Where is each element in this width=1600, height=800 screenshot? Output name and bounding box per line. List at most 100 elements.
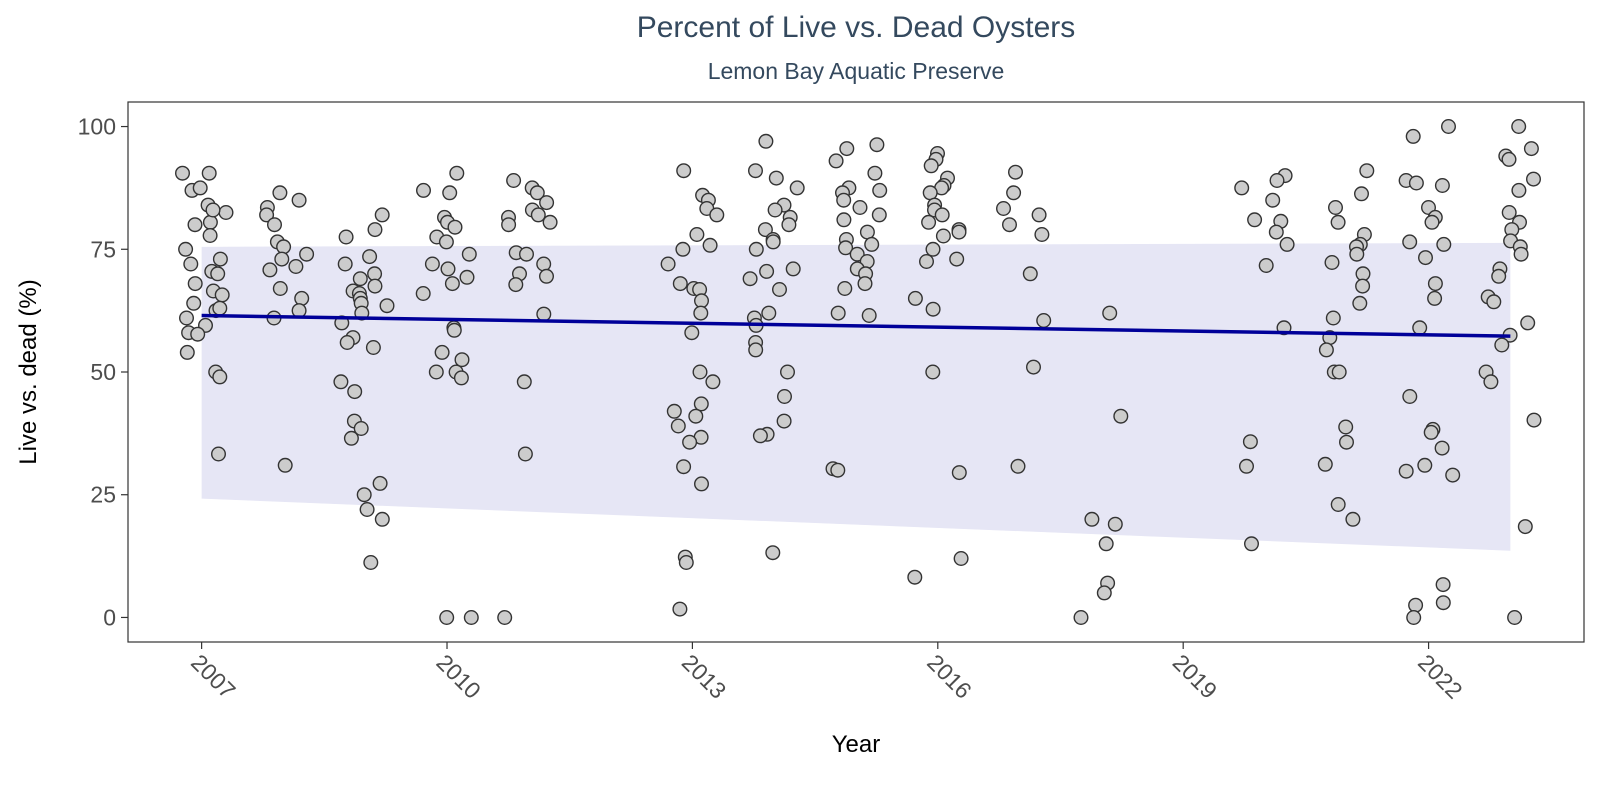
data-point	[353, 421, 369, 437]
data-point	[362, 249, 378, 265]
data-point	[1517, 519, 1533, 535]
data-point	[765, 234, 781, 250]
data-point	[272, 185, 288, 201]
data-point	[1427, 290, 1443, 306]
data-point	[921, 214, 937, 230]
confidence-ribbon-group	[201, 242, 1511, 551]
data-point	[1318, 342, 1334, 358]
data-point	[218, 204, 234, 220]
x-tick-label: 2019	[1168, 649, 1223, 704]
data-point	[676, 459, 692, 475]
data-point	[367, 278, 383, 294]
x-tick-label: 2016	[922, 649, 977, 704]
data-point	[953, 551, 969, 567]
data-point	[678, 555, 694, 571]
data-point	[777, 389, 793, 405]
data-point	[1486, 294, 1502, 310]
data-point	[768, 170, 784, 186]
data-point	[519, 246, 535, 262]
data-point	[693, 396, 709, 412]
data-point	[996, 200, 1012, 216]
data-point	[672, 601, 688, 617]
data-point	[688, 408, 704, 424]
data-point	[415, 286, 431, 302]
data-point	[202, 214, 218, 230]
data-point	[709, 207, 725, 223]
data-point	[951, 224, 967, 240]
data-point	[1234, 180, 1250, 196]
data-point	[839, 141, 855, 157]
data-point	[1408, 175, 1424, 191]
data-point	[439, 610, 455, 626]
data-point	[205, 202, 221, 218]
data-point	[925, 241, 941, 257]
data-point	[187, 276, 203, 292]
data-point	[1417, 250, 1433, 266]
data-point	[178, 310, 194, 326]
data-point	[428, 364, 444, 380]
data-point	[1084, 511, 1100, 527]
plot-panel	[127, 101, 1585, 643]
data-point	[1520, 315, 1536, 331]
data-point	[872, 182, 888, 198]
data-point	[1022, 266, 1038, 282]
data-point	[830, 462, 846, 478]
data-point	[1243, 536, 1259, 552]
data-point	[1002, 217, 1018, 233]
data-point	[339, 335, 355, 351]
confidence-ribbon	[201, 242, 1511, 551]
data-point	[338, 229, 354, 245]
y-tick-label: 75	[90, 236, 116, 262]
data-point	[186, 295, 202, 311]
data-point	[202, 227, 218, 243]
data-point	[1098, 536, 1114, 552]
data-point	[925, 364, 941, 380]
data-point	[828, 153, 844, 169]
trend-line-group	[201, 313, 1511, 338]
data-point	[183, 256, 199, 272]
data-point	[365, 340, 381, 356]
data-point	[356, 487, 372, 503]
data-point	[337, 256, 353, 272]
data-point	[259, 207, 275, 223]
data-point	[1355, 278, 1371, 294]
data-point	[689, 226, 705, 242]
data-point	[442, 185, 458, 201]
data-point	[1398, 463, 1414, 479]
data-point	[919, 253, 935, 269]
data-point	[1102, 305, 1118, 321]
data-point	[1440, 118, 1456, 134]
data-point	[536, 256, 552, 272]
data-point	[836, 212, 852, 228]
data-point	[869, 137, 885, 153]
data-point	[861, 308, 877, 324]
data-point	[781, 217, 797, 233]
data-point	[508, 277, 524, 293]
chart-title: Percent of Live vs. Dead Oysters	[637, 11, 1076, 44]
data-point	[212, 369, 228, 385]
data-point	[262, 262, 278, 278]
data-point	[1507, 610, 1523, 626]
data-point	[907, 290, 923, 306]
data-point	[453, 370, 469, 386]
data-point	[694, 293, 710, 309]
data-point	[536, 306, 552, 322]
data-point	[277, 457, 293, 473]
data-point	[1096, 585, 1112, 601]
data-point	[1405, 128, 1421, 144]
data-point	[923, 158, 939, 174]
data-point	[1317, 456, 1333, 472]
data-point	[693, 305, 709, 321]
data-point	[1427, 276, 1443, 292]
data-point	[1324, 254, 1340, 270]
data-point	[1327, 199, 1343, 215]
data-point	[1491, 268, 1507, 284]
data-point	[1338, 434, 1354, 450]
data-point	[529, 185, 545, 201]
data-point	[1436, 236, 1452, 252]
data-point	[864, 236, 880, 252]
data-point	[951, 465, 967, 481]
data-point	[849, 246, 865, 262]
x-tick-label: 2022	[1413, 649, 1468, 704]
